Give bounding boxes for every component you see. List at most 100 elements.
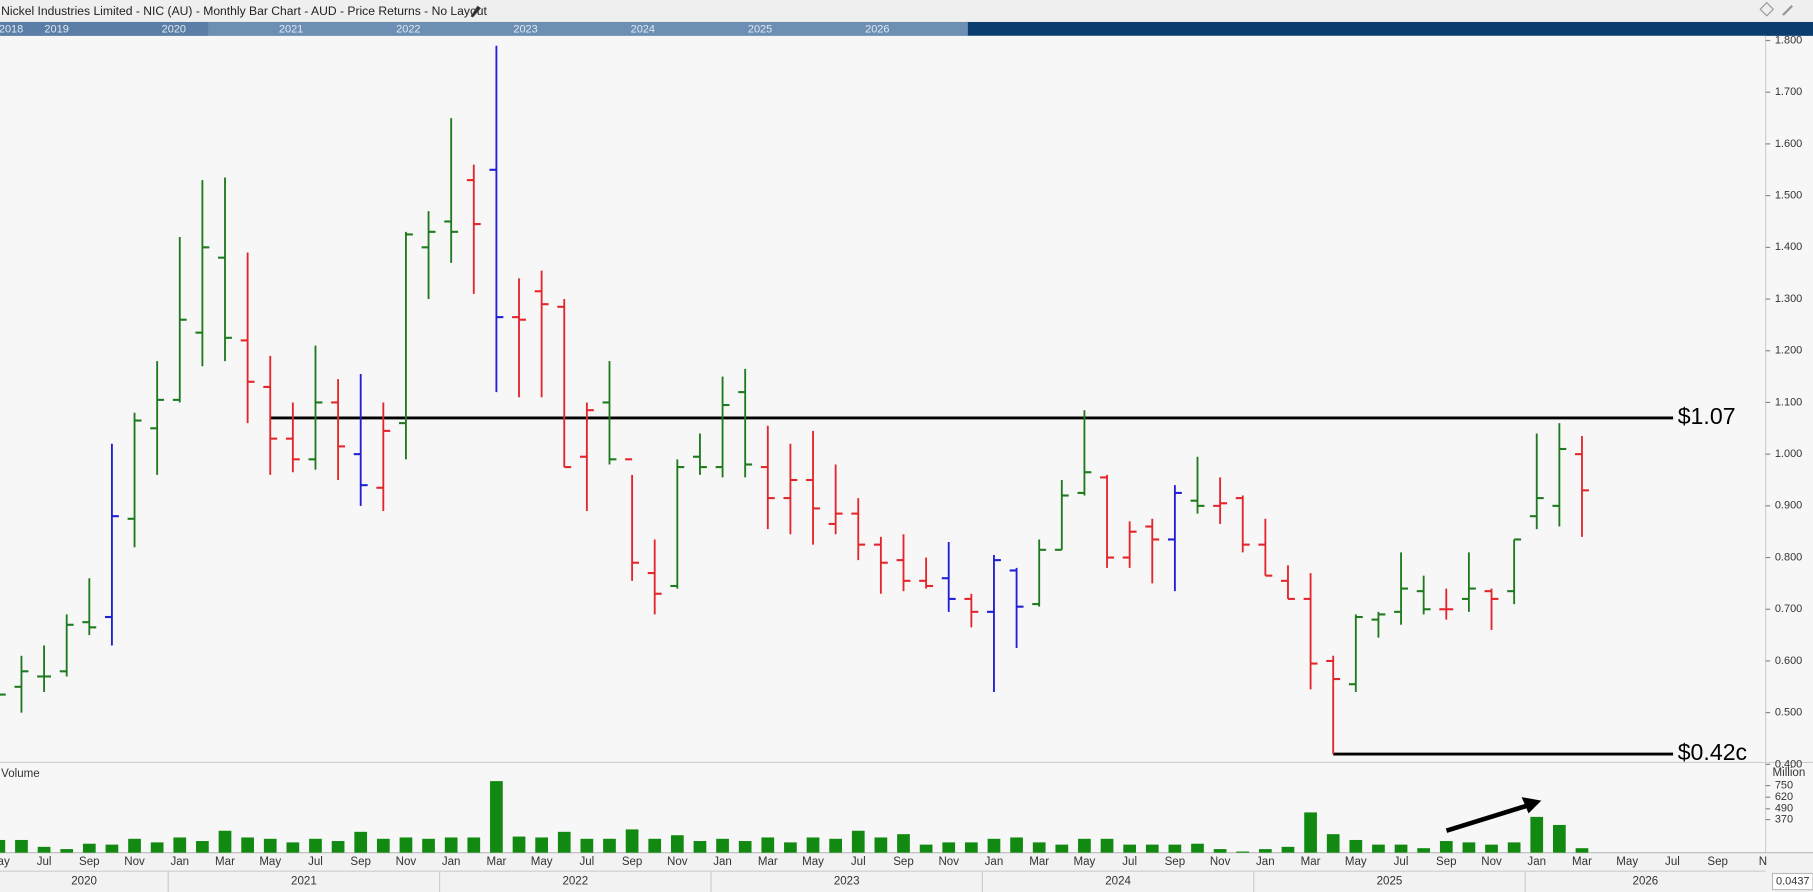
- volume-bar: [942, 842, 956, 853]
- volume-bar: [241, 837, 254, 853]
- volume-bar: [1372, 844, 1385, 853]
- y-tick-label: 1.100: [1775, 396, 1802, 408]
- volume-tick-label: 370: [1775, 813, 1793, 825]
- volume-bar: [1100, 838, 1114, 853]
- volume-bar: [1575, 848, 1589, 853]
- chart-title: Nickel Industries Limited - NIC (AU) - M…: [1, 4, 487, 18]
- month-label: Jan: [713, 856, 732, 868]
- volume-bar: [37, 846, 51, 853]
- time-axis: [0, 852, 1813, 892]
- volume-bar: [1236, 851, 1250, 853]
- y-tick-label: 1.300: [1775, 293, 1802, 305]
- navigator-year: 2025: [748, 23, 772, 35]
- edit-icon[interactable]: [470, 5, 481, 18]
- month-label: Nov: [396, 856, 417, 868]
- volume-bar: [1553, 824, 1566, 853]
- month-label: N: [1759, 856, 1767, 868]
- month-label: Jul: [1122, 856, 1137, 868]
- month-label: Sep: [1165, 856, 1186, 868]
- month-label: Mar: [1301, 856, 1321, 868]
- y-tick-label: 0.900: [1775, 500, 1802, 512]
- volume-bar: [150, 842, 164, 853]
- y-tick-label: 1.800: [1775, 34, 1802, 46]
- arrow-head: [1521, 797, 1542, 814]
- volume-bar: [15, 839, 28, 853]
- volume-bar: [829, 838, 843, 853]
- volume-bar: [1213, 849, 1227, 853]
- volume-bar: [128, 838, 141, 853]
- volume-label: Volume: [1, 768, 40, 780]
- volume-bar: [1032, 842, 1046, 853]
- month-label: May: [531, 856, 553, 868]
- navigator-year: 2026: [865, 23, 889, 35]
- year-label: 2020: [71, 876, 97, 888]
- month-label: Jul: [1394, 856, 1409, 868]
- navigator-year: 2024: [631, 23, 655, 35]
- month-label: Mar: [215, 856, 235, 868]
- volume-bar: [82, 843, 96, 853]
- month-label: May: [0, 856, 10, 868]
- month-label: Sep: [350, 856, 371, 868]
- month-label: May: [1074, 856, 1096, 868]
- navigator-year: 2018: [0, 23, 23, 35]
- month-label: Jul: [1665, 856, 1680, 868]
- volume-bar: [1394, 844, 1408, 853]
- volume-bar: [557, 831, 571, 853]
- volume-bar: [490, 781, 503, 853]
- volume-bar: [625, 829, 639, 853]
- month-label: Nov: [124, 856, 145, 868]
- y-tick-label: 1.200: [1775, 345, 1802, 357]
- volume-bar: [874, 837, 888, 853]
- volume-bar: [196, 841, 209, 853]
- month-label: Sep: [1436, 856, 1457, 868]
- year-label: 2022: [562, 876, 588, 888]
- level-label: $1.07: [1678, 403, 1736, 429]
- month-label: May: [1616, 856, 1638, 868]
- year-label: 2024: [1105, 876, 1131, 888]
- arrow: [1445, 803, 1530, 833]
- y-tick-label: 1.700: [1775, 86, 1802, 98]
- month-label: Nov: [667, 856, 688, 868]
- volume-bar: [693, 841, 707, 853]
- pin-icon[interactable]: [1782, 4, 1794, 16]
- month-label: Sep: [79, 856, 100, 868]
- value-box: [1771, 872, 1813, 891]
- month-label: Jul: [37, 856, 52, 868]
- y-tick-label: 1.600: [1775, 138, 1802, 150]
- navigator-year: 2023: [513, 23, 537, 35]
- volume-bar: [376, 838, 390, 853]
- month-label: Nov: [938, 856, 959, 868]
- y-tick-label: 0.500: [1775, 707, 1802, 719]
- volume-bar: [1055, 844, 1069, 853]
- y-tick-label: 1.400: [1775, 241, 1802, 253]
- volume-bar: [1417, 848, 1431, 853]
- level-label: $0.42c: [1678, 739, 1747, 765]
- month-label: Mar: [1029, 856, 1049, 868]
- month-label: May: [1345, 856, 1367, 868]
- y-tick-label: 1.500: [1775, 190, 1802, 202]
- y-tick-label: 0.400: [1775, 758, 1802, 770]
- volume-bar: [1349, 839, 1363, 853]
- volume-bar: [1530, 816, 1544, 853]
- layout-icon[interactable]: [1759, 1, 1775, 17]
- month-label: Mar: [1572, 856, 1592, 868]
- month-label: Jan: [442, 856, 461, 868]
- year-label: 2025: [1377, 876, 1403, 888]
- volume-bar: [444, 837, 458, 853]
- volume-bar: [1507, 842, 1521, 853]
- year-label: 2023: [834, 876, 860, 888]
- volume-bar: [1191, 843, 1204, 853]
- navigator-window[interactable]: [208, 21, 968, 36]
- volume-tick-label: 750: [1775, 779, 1793, 791]
- month-label: Jul: [308, 856, 323, 868]
- year-label: 2021: [291, 876, 317, 888]
- volume-bar: [1281, 846, 1295, 853]
- navigator-year: 2020: [162, 23, 186, 35]
- month-label: Jan: [985, 856, 1004, 868]
- volume-bar: [738, 841, 752, 853]
- volume-bar: [1010, 837, 1023, 853]
- volume-bar: [1123, 844, 1137, 853]
- volume-bar: [60, 849, 74, 853]
- price-pane: [0, 35, 1766, 762]
